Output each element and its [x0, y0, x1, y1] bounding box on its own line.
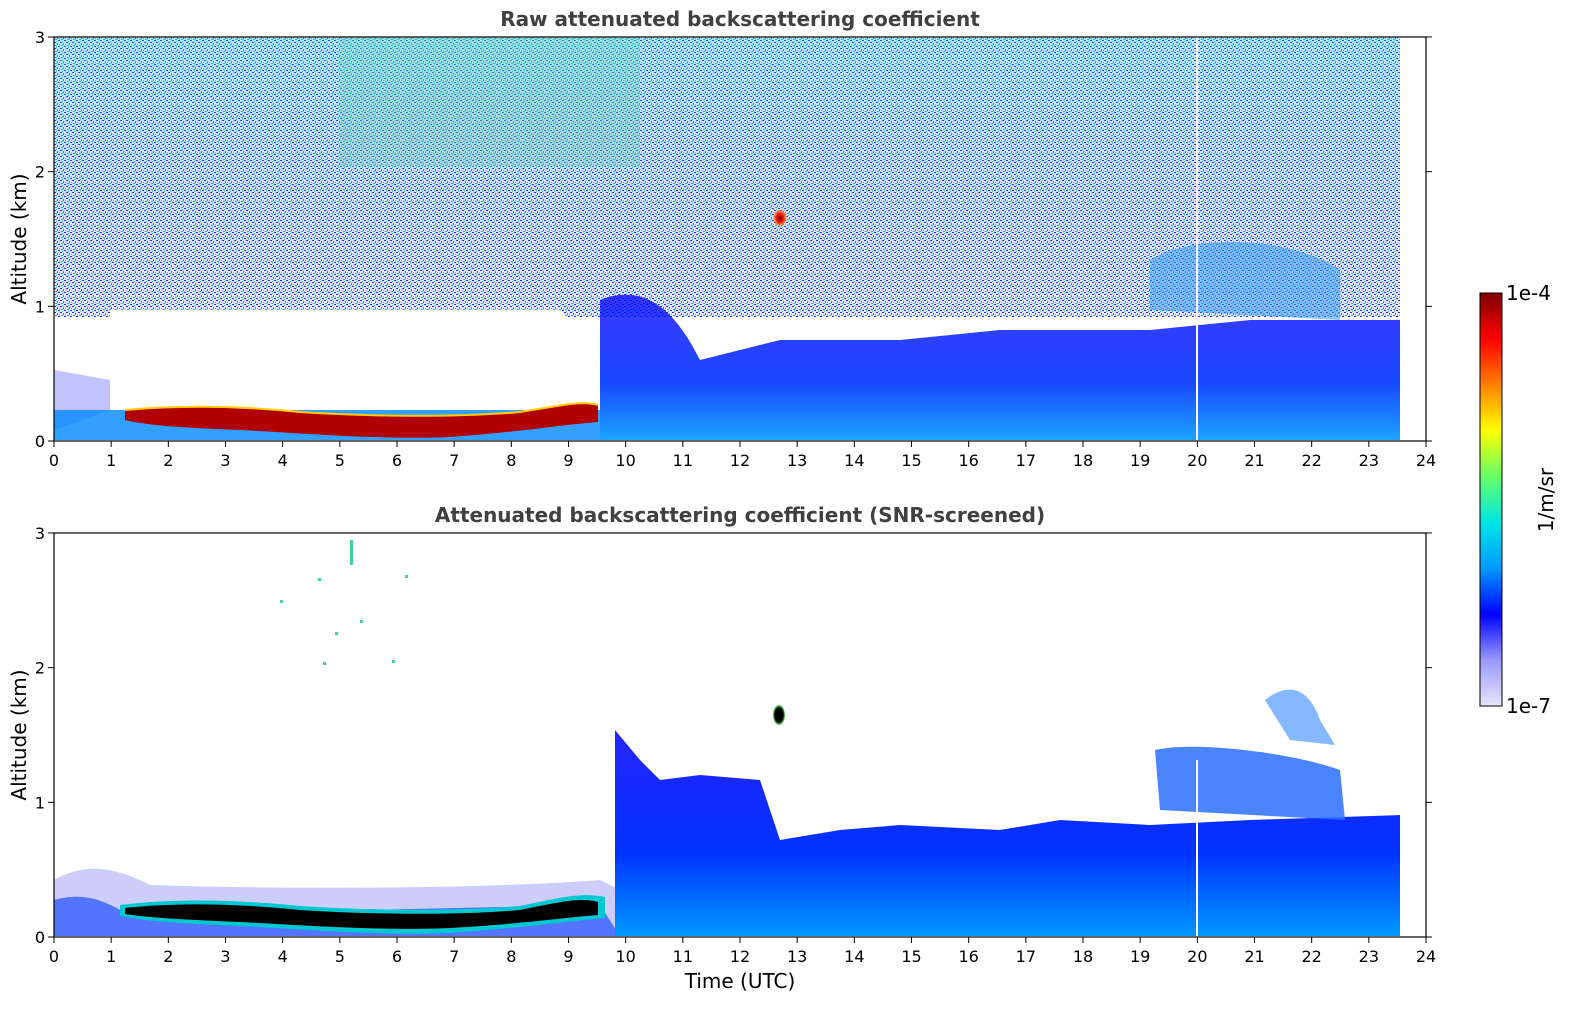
panel2-x-tick-label: 16 [958, 947, 978, 966]
panel1-x-tick-label: 24 [1416, 451, 1436, 470]
panel2-x-tick-label: 12 [730, 947, 750, 966]
panel2-upper-aerosol [1155, 746, 1345, 820]
colorbar-max-label: 1e-4 [1506, 281, 1551, 305]
panel2-x-tick-label: 5 [335, 947, 345, 966]
panel1-x-tick-label: 2 [163, 451, 173, 470]
panel2-x-tick-label: 7 [449, 947, 459, 966]
panel2-x-tick-label: 1 [106, 947, 116, 966]
panel1-plot-area [53, 36, 1427, 442]
panel1-residual-layer [125, 403, 598, 438]
panel2-x-tick-label: 14 [844, 947, 864, 966]
panel1-x-tick-label: 17 [1016, 451, 1036, 470]
panel2-x-tick-label: 21 [1244, 947, 1264, 966]
panel1-x-tick-label: 1 [106, 451, 116, 470]
panel2-x-tick-label: 17 [1016, 947, 1036, 966]
panel2-x-tick-label: 10 [615, 947, 635, 966]
panel2-x-tick-label: 20 [1187, 947, 1207, 966]
raw-backscatter-panel: Raw attenuated backscattering coefficien… [7, 7, 1436, 470]
panel1-x-tick-label: 4 [278, 451, 288, 470]
panel2-y-tick-label: 2 [35, 659, 45, 678]
panel2-x-tick-label: 2 [163, 947, 173, 966]
panel1-cloud-spot [772, 208, 788, 228]
panel1-y-tick-label: 1 [35, 297, 45, 316]
panel2-x-tick-label: 8 [506, 947, 516, 966]
panel2-residual-layer [125, 899, 598, 929]
panel1-data-gap [1400, 37, 1426, 441]
panel1-y-label: Altitude (km) [7, 173, 31, 304]
panel1-x-tick-label: 0 [49, 451, 59, 470]
panel2-x-tick-label: 0 [49, 947, 59, 966]
panel2-x-tick-label: 4 [278, 947, 288, 966]
panel1-x-tick-label: 12 [730, 451, 750, 470]
panel1-y-tick-label: 0 [35, 432, 45, 451]
panel2-y-tick-label: 3 [35, 524, 45, 543]
panel1-x-tick-label: 21 [1244, 451, 1264, 470]
panel1-x-tick-label: 6 [392, 451, 402, 470]
panel1-y-tick-label: 2 [35, 163, 45, 182]
panel2-x-label: Time (UTC) [684, 969, 796, 993]
panel1-x-tick-label: 14 [844, 451, 864, 470]
panel2-x-tick-label: 3 [220, 947, 230, 966]
panel2-y-label: Altitude (km) [7, 669, 31, 800]
panel1-y-axis: 0 1 2 3 [35, 28, 1432, 451]
panel2-y-tick-label: 1 [35, 793, 45, 812]
panel2-x-tick-label: 23 [1359, 947, 1379, 966]
panel2-x-tick-label: 9 [563, 947, 573, 966]
panel2-y-axis: 0 1 2 3 [35, 524, 1432, 947]
panel2-x-tick-label: 18 [1073, 947, 1093, 966]
panel1-x-tick-label: 20 [1187, 451, 1207, 470]
panel1-x-axis: 0 1 2 3 4 5 6 7 8 9 10 11 12 13 14 15 16 17 18 19 20 21 22 23 24 [49, 441, 1436, 470]
panel2-cloud-spot [773, 705, 785, 725]
panel2-x-tick-label: 11 [673, 947, 693, 966]
panel1-x-tick-label: 11 [673, 451, 693, 470]
panel2-y-tick-label: 0 [35, 928, 45, 947]
panel1-x-tick-label: 3 [220, 451, 230, 470]
screened-backscatter-panel: Attenuated backscattering coefficient (S… [7, 503, 1436, 993]
panel1-boundary-layer [600, 294, 1400, 440]
panel1-x-tick-label: 8 [506, 451, 516, 470]
panel1-x-tick-label: 9 [563, 451, 573, 470]
panel2-sparse-returns [280, 540, 408, 665]
panel1-x-tick-label: 15 [901, 451, 921, 470]
panel2-x-tick-label: 15 [901, 947, 921, 966]
panel1-y-tick-label: 3 [35, 28, 45, 47]
panel1-title: Raw attenuated backscattering coefficien… [500, 7, 980, 31]
panel2-x-tick-label: 22 [1301, 947, 1321, 966]
panel2-upper-plume [1265, 689, 1335, 745]
panel2-x-axis: 0 1 2 3 4 5 6 7 8 9 10 11 12 13 14 15 16 17 18 19 20 21 22 23 24 [49, 937, 1436, 966]
panel1-residual-layer-edge [124, 402, 599, 417]
panel2-x-tick-label: 24 [1416, 947, 1436, 966]
panel2-plot-area [53, 532, 1427, 938]
panel1-x-tick-label: 19 [1130, 451, 1150, 470]
colorbar-gradient [1479, 292, 1503, 707]
colorbar-unit-label: 1/m/sr [1534, 467, 1558, 532]
panel1-x-tick-label: 22 [1301, 451, 1321, 470]
panel1-clear-region [110, 310, 600, 410]
panel1-x-tick-label: 23 [1359, 451, 1379, 470]
panel1-x-tick-label: 16 [958, 451, 978, 470]
panel1-x-tick-label: 10 [615, 451, 635, 470]
panel2-x-tick-label: 19 [1130, 947, 1150, 966]
panel2-title: Attenuated backscattering coefficient (S… [435, 503, 1045, 527]
panel2-x-tick-label: 13 [787, 947, 807, 966]
panel2-x-tick-label: 6 [392, 947, 402, 966]
colorbar: 1e-4 1e-7 1/m/sr [1479, 281, 1558, 718]
panel1-x-tick-label: 13 [787, 451, 807, 470]
panel2-boundary-layer [615, 730, 1400, 936]
panel1-x-tick-label: 18 [1073, 451, 1093, 470]
panel1-x-tick-label: 5 [335, 451, 345, 470]
panel1-x-tick-label: 7 [449, 451, 459, 470]
colorbar-min-label: 1e-7 [1506, 694, 1551, 718]
